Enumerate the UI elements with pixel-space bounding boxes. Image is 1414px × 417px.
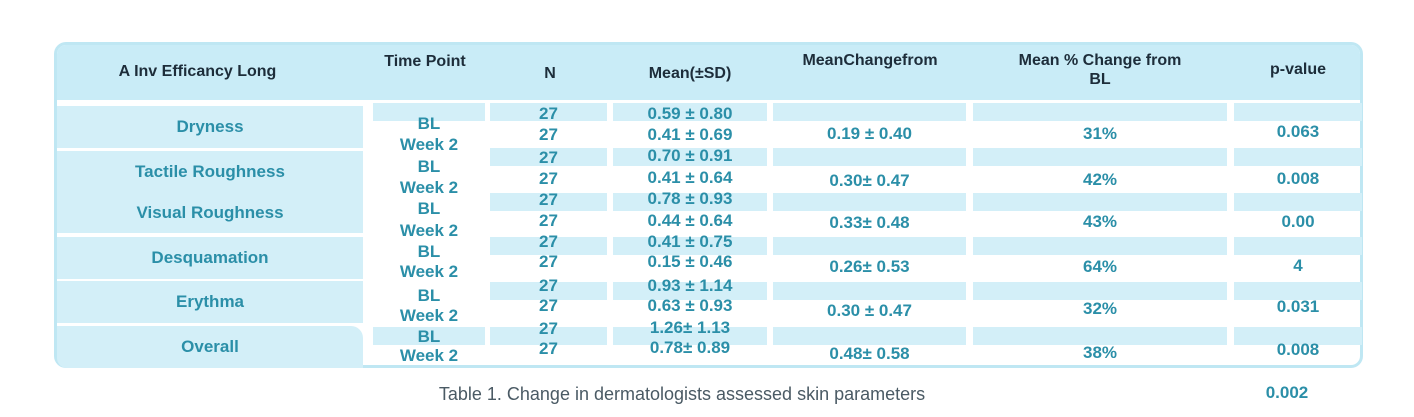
mean-pct-change: 32% <box>1082 299 1118 318</box>
time-point: Week 2 <box>399 346 459 365</box>
header-mean-change: MeanChangefrom <box>802 52 938 69</box>
p-value: 4 <box>1293 256 1303 275</box>
mean-pct-change: 43% <box>1082 212 1118 231</box>
p-value: 0.031 <box>1276 297 1320 316</box>
n-value: 27 <box>539 232 558 251</box>
mean-sd: 0.44 ± 0.64 <box>647 211 733 230</box>
header-n: N <box>544 65 556 82</box>
mean-sd: 1.26± 1.13 <box>649 318 731 337</box>
n-value: 27 <box>539 276 558 295</box>
time-point: BL <box>417 114 441 133</box>
time-point: Week 2 <box>399 221 459 240</box>
header-mean-sd: Mean(±SD) <box>648 65 732 82</box>
n-value: 27 <box>539 211 558 230</box>
n-value: 27 <box>539 169 558 188</box>
n-value: 27 <box>539 296 558 315</box>
time-point: BL <box>417 157 441 176</box>
mean-change: 0.19 ± 0.40 <box>827 124 912 143</box>
time-point: BL <box>417 199 441 218</box>
row-label-erythma: Erythma <box>57 281 363 323</box>
mean-sd: 0.41 ± 0.69 <box>647 125 733 144</box>
n-value: 27 <box>539 252 558 271</box>
mean-sd: 0.70 ± 0.91 <box>647 146 733 165</box>
n-value: 27 <box>539 148 558 167</box>
n-value: 27 <box>539 190 558 209</box>
row-label-overall: Overall <box>57 326 363 368</box>
mean-change: 0.30 ± 0.47 <box>827 301 912 320</box>
time-point: Week 2 <box>399 306 459 325</box>
mean-sd: 0.63 ± 0.93 <box>647 296 733 315</box>
header-time-point: Time Point <box>384 53 466 70</box>
extra-p-value: 0.002 <box>1265 383 1309 402</box>
header-mean-pct-change: Mean % Change from BL <box>1018 52 1182 88</box>
mean-pct-change: 31% <box>1082 124 1118 143</box>
mean-change: 0.33± 0.48 <box>829 213 910 232</box>
mean-sd: 0.78 ± 0.93 <box>647 189 733 208</box>
row-label-desquamation: Desquamation <box>57 237 363 279</box>
p-value: 0.00 <box>1281 212 1315 231</box>
header-p-value: p-value <box>1269 61 1326 78</box>
time-point: BL <box>417 327 441 346</box>
table-header <box>57 45 1360 100</box>
n-value: 27 <box>539 104 558 123</box>
row-label-dryness: Dryness <box>57 106 363 148</box>
mean-sd: 0.15 ± 0.46 <box>647 252 733 271</box>
mean-sd: 0.78± 0.89 <box>649 338 731 357</box>
mean-change: 0.48± 0.58 <box>829 344 910 363</box>
time-point: Week 2 <box>399 178 459 197</box>
time-point: BL <box>417 286 441 305</box>
n-value: 27 <box>539 125 558 144</box>
p-value: 0.008 <box>1276 340 1320 359</box>
header-parameter: A Inv Efficancy Long <box>118 63 277 80</box>
mean-sd: 0.41 ± 0.64 <box>647 168 733 187</box>
mean-pct-change: 42% <box>1082 170 1118 189</box>
p-value: 0.008 <box>1276 169 1320 188</box>
p-value: 0.063 <box>1276 122 1320 141</box>
time-point: Week 2 <box>399 262 459 281</box>
mean-sd: 0.59 ± 0.80 <box>647 104 733 123</box>
mean-sd: 0.41 ± 0.75 <box>647 232 733 251</box>
time-point: Week 2 <box>399 135 459 154</box>
row-label-visual-roughness: Visual Roughness <box>57 193 363 233</box>
mean-pct-change: 64% <box>1082 257 1118 276</box>
n-value: 27 <box>539 339 558 358</box>
mean-pct-change: 38% <box>1082 343 1118 362</box>
mean-sd: 0.93 ± 1.14 <box>647 276 733 295</box>
table-caption: Table 1. Change in dermatologists assess… <box>438 384 926 404</box>
row-label-tactile-roughness: Tactile Roughness <box>57 151 363 193</box>
mean-change: 0.30± 0.47 <box>829 171 910 190</box>
time-point: BL <box>417 242 441 261</box>
mean-change: 0.26± 0.53 <box>829 257 910 276</box>
n-value: 27 <box>539 319 558 338</box>
